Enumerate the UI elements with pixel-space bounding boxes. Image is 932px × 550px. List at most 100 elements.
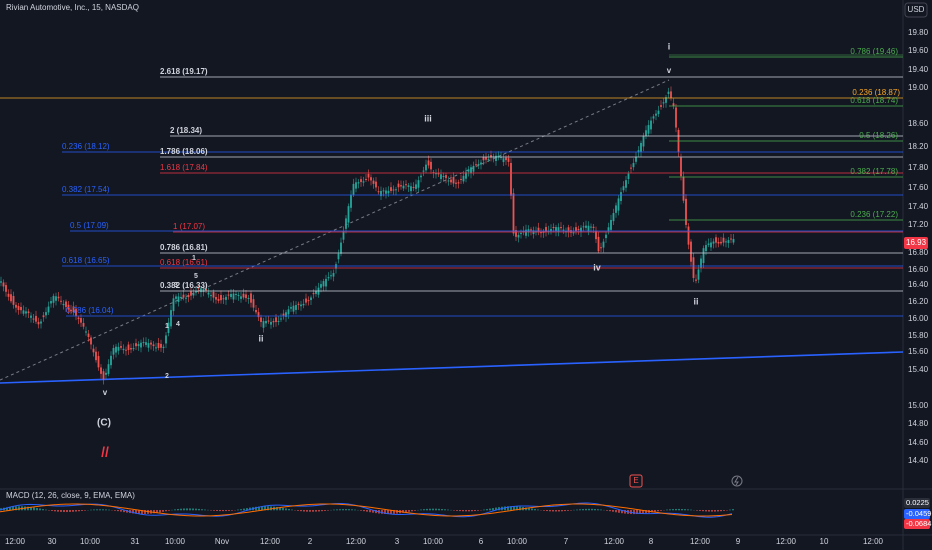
macd-histogram xyxy=(117,510,119,512)
macd-histogram xyxy=(381,510,383,514)
candle-body xyxy=(110,355,112,366)
candle-body xyxy=(435,173,437,175)
candle-body xyxy=(652,116,655,119)
macd-histogram xyxy=(510,506,512,511)
last-price-tag xyxy=(904,237,928,249)
candle-body xyxy=(342,231,345,240)
candle-body xyxy=(582,226,585,228)
candle-body xyxy=(35,315,37,322)
candle-body xyxy=(590,226,592,228)
macd-histogram xyxy=(303,510,305,512)
wave-label: ii xyxy=(693,296,698,306)
price-label: 18.20 xyxy=(908,142,929,151)
macd-histogram xyxy=(243,508,245,511)
fib-label: 0.618 (16.65) xyxy=(62,256,110,265)
candle-body xyxy=(552,227,555,229)
candle-body xyxy=(597,236,600,252)
candle-body xyxy=(622,186,625,191)
candle-body xyxy=(320,284,322,288)
candle-body xyxy=(115,346,117,353)
candle-body xyxy=(195,291,197,293)
candle-body xyxy=(300,304,302,307)
candle-body xyxy=(87,333,90,338)
candle-body xyxy=(570,230,572,233)
candle-body xyxy=(197,288,200,290)
time-label: 31 xyxy=(131,537,140,546)
macd-histogram xyxy=(72,510,74,512)
macd-histogram xyxy=(132,510,134,514)
candle-body xyxy=(672,103,675,107)
candle-body xyxy=(290,307,292,309)
macd-histogram xyxy=(300,510,302,512)
candle-body xyxy=(617,198,620,211)
macd-histogram xyxy=(699,510,701,511)
candle-body xyxy=(715,237,717,243)
macd-histogram xyxy=(198,508,200,511)
macd-histogram xyxy=(183,508,185,511)
candle-body xyxy=(472,165,475,172)
candle-body xyxy=(135,343,137,347)
macd-histogram xyxy=(324,510,326,511)
fib-label: 1 (17.07) xyxy=(173,222,205,231)
macd-histogram xyxy=(495,507,497,511)
macd-histogram xyxy=(408,510,410,512)
candle-body xyxy=(257,312,260,318)
candle-body xyxy=(162,346,165,348)
time-label: 6 xyxy=(479,537,484,546)
candle-body xyxy=(237,295,240,297)
fib-label: 0.236 (17.22) xyxy=(850,210,898,219)
time-label: 7 xyxy=(564,537,569,546)
candle-body xyxy=(367,173,370,178)
currency[interactable]: USD xyxy=(908,5,925,14)
macd-histogram xyxy=(135,510,137,514)
candle-body xyxy=(637,150,640,153)
macd-histogram xyxy=(9,506,11,511)
candle-body xyxy=(52,295,55,303)
candle-body xyxy=(65,301,67,307)
wave-label: ii xyxy=(258,333,263,343)
macd-value-tag xyxy=(904,519,930,529)
candle-body xyxy=(7,293,10,297)
candle-body xyxy=(275,317,277,323)
macd-histogram xyxy=(588,508,590,511)
macd-histogram xyxy=(582,509,584,511)
macd-histogram xyxy=(675,508,677,511)
fib-label: 0.618 (16.61) xyxy=(160,258,208,267)
macd-histogram xyxy=(144,510,146,515)
candle-body xyxy=(217,298,220,301)
macd-histogram xyxy=(177,509,179,511)
candle-body xyxy=(480,162,482,165)
candle-body xyxy=(10,294,12,302)
time-label: 12:00 xyxy=(260,537,281,546)
macd-histogram xyxy=(219,510,221,512)
event-icon[interactable] xyxy=(731,475,743,487)
candle-body xyxy=(287,309,290,315)
earnings-marker[interactable] xyxy=(629,474,643,488)
trend-line xyxy=(0,351,904,384)
macd-histogram xyxy=(120,510,122,512)
candle-body xyxy=(635,156,637,162)
wave-label: (C) xyxy=(97,418,111,429)
wave-label: 4 xyxy=(176,321,180,328)
macd-histogram xyxy=(615,510,617,513)
macd-histogram xyxy=(498,507,500,511)
candle-body xyxy=(182,294,185,298)
currency-button[interactable] xyxy=(904,2,928,18)
macd-histogram xyxy=(609,510,611,512)
macd-histogram xyxy=(558,510,560,512)
macd-histogram xyxy=(636,510,638,515)
macd-histogram xyxy=(528,507,530,511)
earnings-label[interactable]: E xyxy=(633,476,638,485)
macd-histogram xyxy=(162,510,164,512)
lightning-icon xyxy=(734,476,739,486)
candle-body xyxy=(17,306,20,310)
candle-body xyxy=(505,157,507,161)
macd-histogram xyxy=(93,509,95,511)
candle-body xyxy=(525,229,527,236)
macd-histogram xyxy=(672,509,674,511)
macd-histogram xyxy=(30,507,32,511)
candle-body xyxy=(175,296,177,299)
macd-histogram xyxy=(12,506,14,511)
macd-histogram xyxy=(468,510,470,512)
candle-body xyxy=(32,318,35,320)
